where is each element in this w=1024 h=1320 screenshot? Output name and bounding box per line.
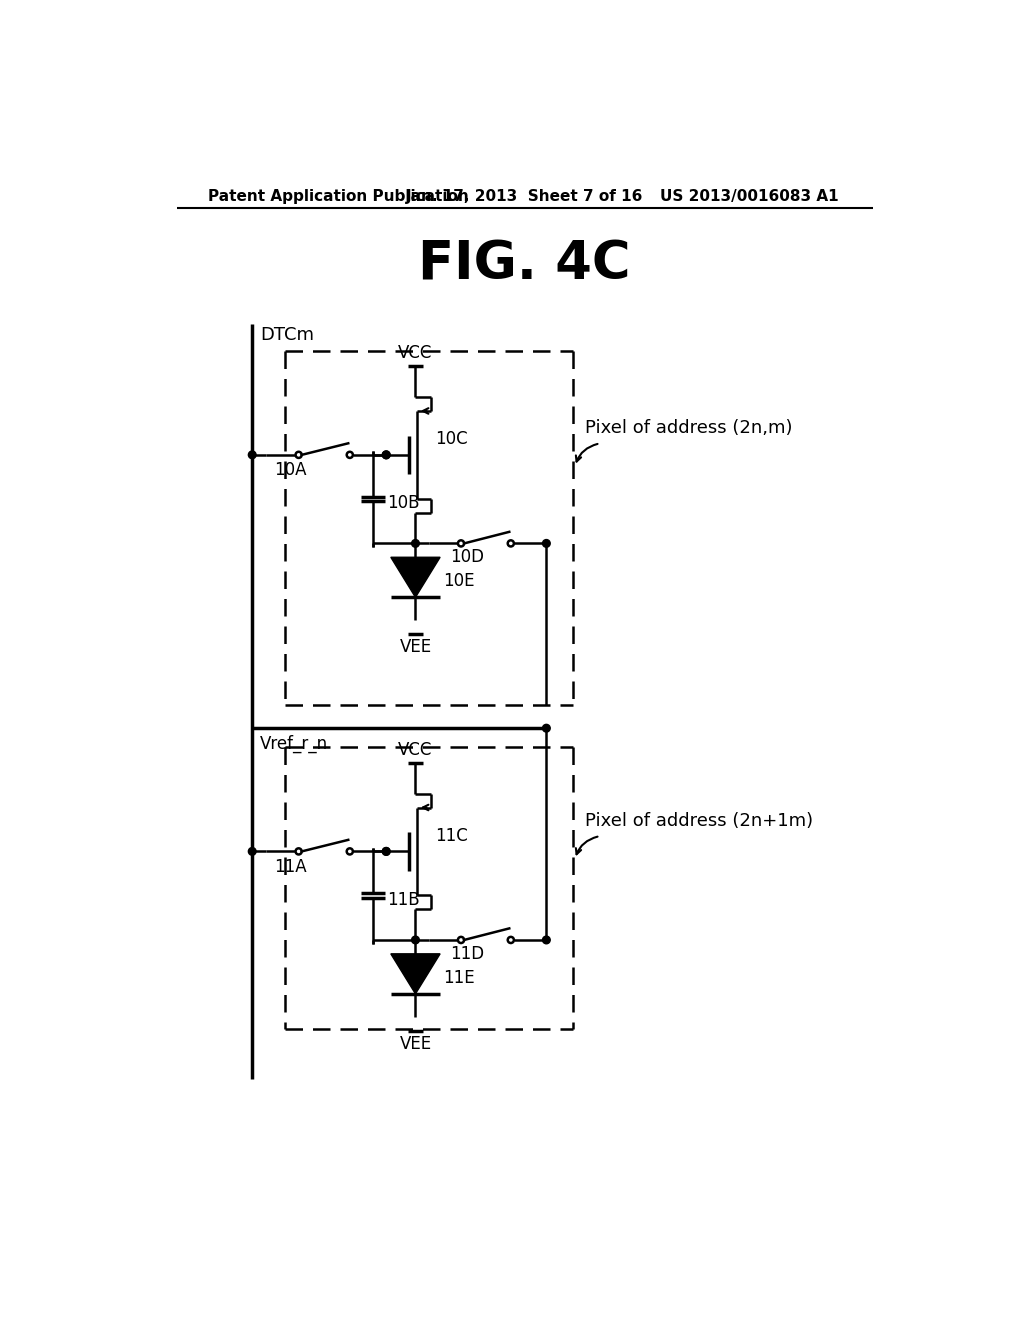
Text: 10E: 10E: [443, 572, 475, 590]
Text: VCC: VCC: [398, 345, 433, 363]
Circle shape: [347, 451, 353, 458]
Circle shape: [508, 937, 514, 942]
Text: 10D: 10D: [451, 548, 484, 566]
Text: 11E: 11E: [443, 969, 475, 986]
Circle shape: [296, 451, 302, 458]
Circle shape: [543, 540, 550, 548]
Circle shape: [543, 725, 550, 733]
Text: 10C: 10C: [435, 430, 467, 449]
Text: 11D: 11D: [451, 945, 484, 962]
Polygon shape: [391, 557, 440, 598]
Text: 11B: 11B: [387, 891, 420, 908]
Circle shape: [296, 849, 302, 854]
Circle shape: [458, 540, 464, 546]
Text: VEE: VEE: [399, 1035, 431, 1052]
Circle shape: [249, 847, 256, 855]
Text: Pixel of address (2n,m): Pixel of address (2n,m): [585, 418, 793, 437]
Text: Jan. 17, 2013  Sheet 7 of 16: Jan. 17, 2013 Sheet 7 of 16: [407, 189, 643, 205]
Circle shape: [382, 451, 390, 459]
Text: Vref_r_n: Vref_r_n: [260, 734, 328, 752]
Circle shape: [412, 936, 419, 944]
Circle shape: [249, 451, 256, 459]
Text: FIG. 4C: FIG. 4C: [419, 239, 631, 290]
Text: 11C: 11C: [435, 828, 468, 845]
Text: DTCm: DTCm: [260, 326, 314, 345]
Text: US 2013/0016083 A1: US 2013/0016083 A1: [660, 189, 839, 205]
Circle shape: [382, 847, 390, 855]
Text: Patent Application Publication: Patent Application Publication: [208, 189, 468, 205]
Text: VCC: VCC: [398, 741, 433, 759]
Circle shape: [543, 936, 550, 944]
Text: 11A: 11A: [273, 858, 306, 875]
Text: 10B: 10B: [387, 494, 420, 512]
Circle shape: [382, 847, 390, 855]
Circle shape: [382, 451, 390, 459]
Circle shape: [508, 540, 514, 546]
Text: 10A: 10A: [273, 461, 306, 479]
Circle shape: [412, 540, 419, 548]
Text: Pixel of address (2n+1m): Pixel of address (2n+1m): [585, 812, 813, 829]
Circle shape: [347, 849, 353, 854]
Text: VEE: VEE: [399, 638, 431, 656]
Polygon shape: [391, 954, 440, 994]
Circle shape: [458, 937, 464, 942]
